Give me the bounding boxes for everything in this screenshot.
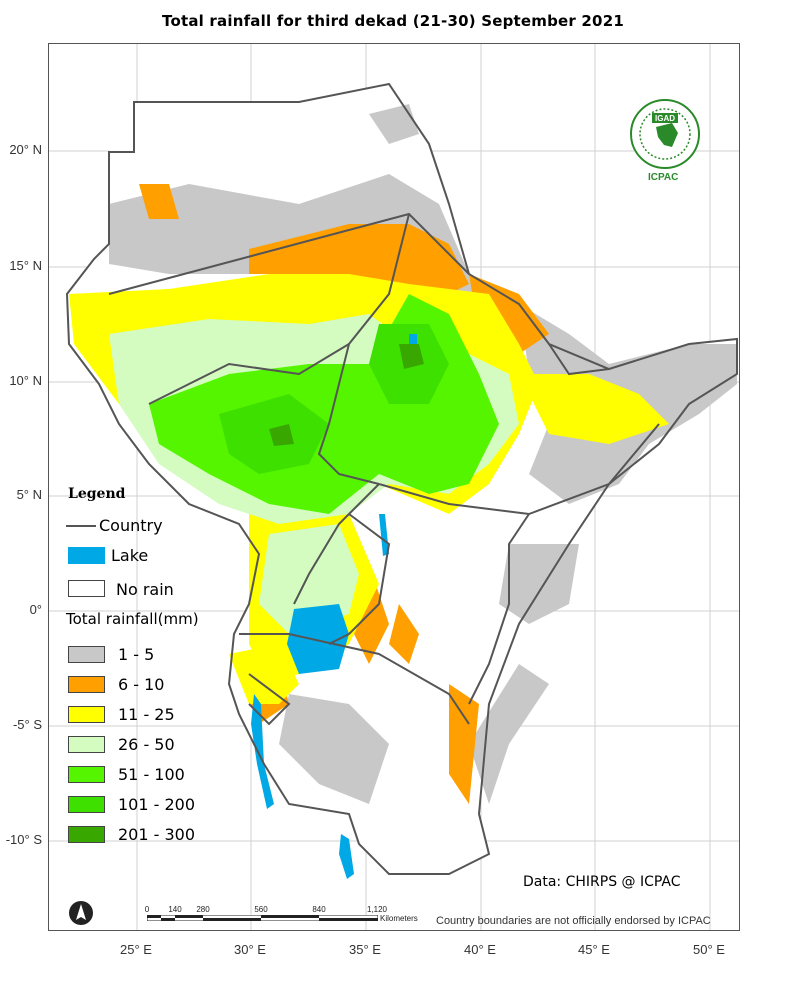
- boundary-disclaimer: Country boundaries are not officially en…: [436, 915, 711, 927]
- legend-class-2: 6 - 10: [118, 675, 165, 694]
- rain-201-300: [269, 344, 424, 446]
- legend-swatch-2: [68, 676, 105, 693]
- legend-class-5: 51 - 100: [118, 765, 185, 784]
- scale-tick-840: 840: [312, 905, 326, 914]
- legend-class-4: 26 - 50: [118, 735, 175, 754]
- legend-swatch-3: [68, 706, 105, 723]
- legend-swatch-7: [68, 826, 105, 843]
- legend-swatch-6: [68, 796, 105, 813]
- lake-malawi: [339, 834, 354, 879]
- legend-swatch-4: [68, 736, 105, 753]
- lat-label-15n: 15° N: [9, 258, 42, 273]
- lake-tanganyika: [251, 694, 274, 809]
- scale-tick-1120: 1,120: [366, 905, 388, 914]
- country-borders: [65, 82, 738, 875]
- legend-no-rain-label: No rain: [116, 580, 174, 599]
- rainfall-map: [49, 44, 739, 930]
- igad-emblem-icon: IGAD: [630, 99, 700, 169]
- legend-swatch-1: [68, 646, 105, 663]
- north-arrow-icon: [69, 901, 93, 925]
- country-line-swatch: [66, 525, 96, 527]
- legend-heading: Legend: [68, 486, 126, 502]
- legend-lake-swatch: [68, 547, 105, 564]
- data-credit: Data: CHIRPS @ ICPAC: [523, 874, 681, 890]
- lon-label-25e: 25° E: [120, 942, 152, 957]
- legend-swatch-5: [68, 766, 105, 783]
- legend-no-rain-swatch: [68, 580, 105, 597]
- lake-victoria: [287, 604, 349, 674]
- lake-turkana: [379, 514, 389, 556]
- scale-unit: Kilometers: [380, 914, 418, 923]
- scale-tick-140: 140: [168, 905, 182, 914]
- legend-rainfall-heading: Total rainfall(mm): [66, 610, 199, 628]
- lat-label-20n: 20° N: [9, 142, 42, 157]
- legend-class-6: 101 - 200: [118, 795, 196, 814]
- lat-label-5s: -5° S: [12, 717, 42, 732]
- lon-label-45e: 45° E: [578, 942, 610, 957]
- logo-text: IGAD: [655, 114, 675, 123]
- lat-label-10n: 10° N: [9, 373, 42, 388]
- lat-label-0: 0°: [29, 602, 42, 617]
- logo-org: ICPAC: [648, 172, 679, 183]
- legend-country-label: Country: [99, 516, 163, 535]
- scale-tick-280: 280: [196, 905, 210, 914]
- lakes: [251, 334, 417, 879]
- legend-class-3: 11 - 25: [118, 705, 175, 724]
- legend-class-7: 201 - 300: [118, 825, 196, 844]
- lake-tana: [409, 334, 417, 344]
- lat-label-10s: -10° S: [5, 832, 42, 847]
- lon-label-40e: 40° E: [464, 942, 496, 957]
- scale-tick-560: 560: [254, 905, 268, 914]
- lon-label-50e: 50° E: [693, 942, 725, 957]
- map-frame[interactable]: [48, 43, 740, 931]
- legend-class-1: 1 - 5: [118, 645, 155, 664]
- scale-tick-0: 0: [144, 905, 150, 914]
- map-title: Total rainfall for third dekad (21-30) S…: [162, 12, 624, 30]
- lat-label-5n: 5° N: [16, 487, 42, 502]
- lon-label-30e: 30° E: [234, 942, 266, 957]
- legend-lake-label: Lake: [111, 546, 149, 565]
- scale-bar: [147, 915, 378, 921]
- lon-label-35e: 35° E: [349, 942, 381, 957]
